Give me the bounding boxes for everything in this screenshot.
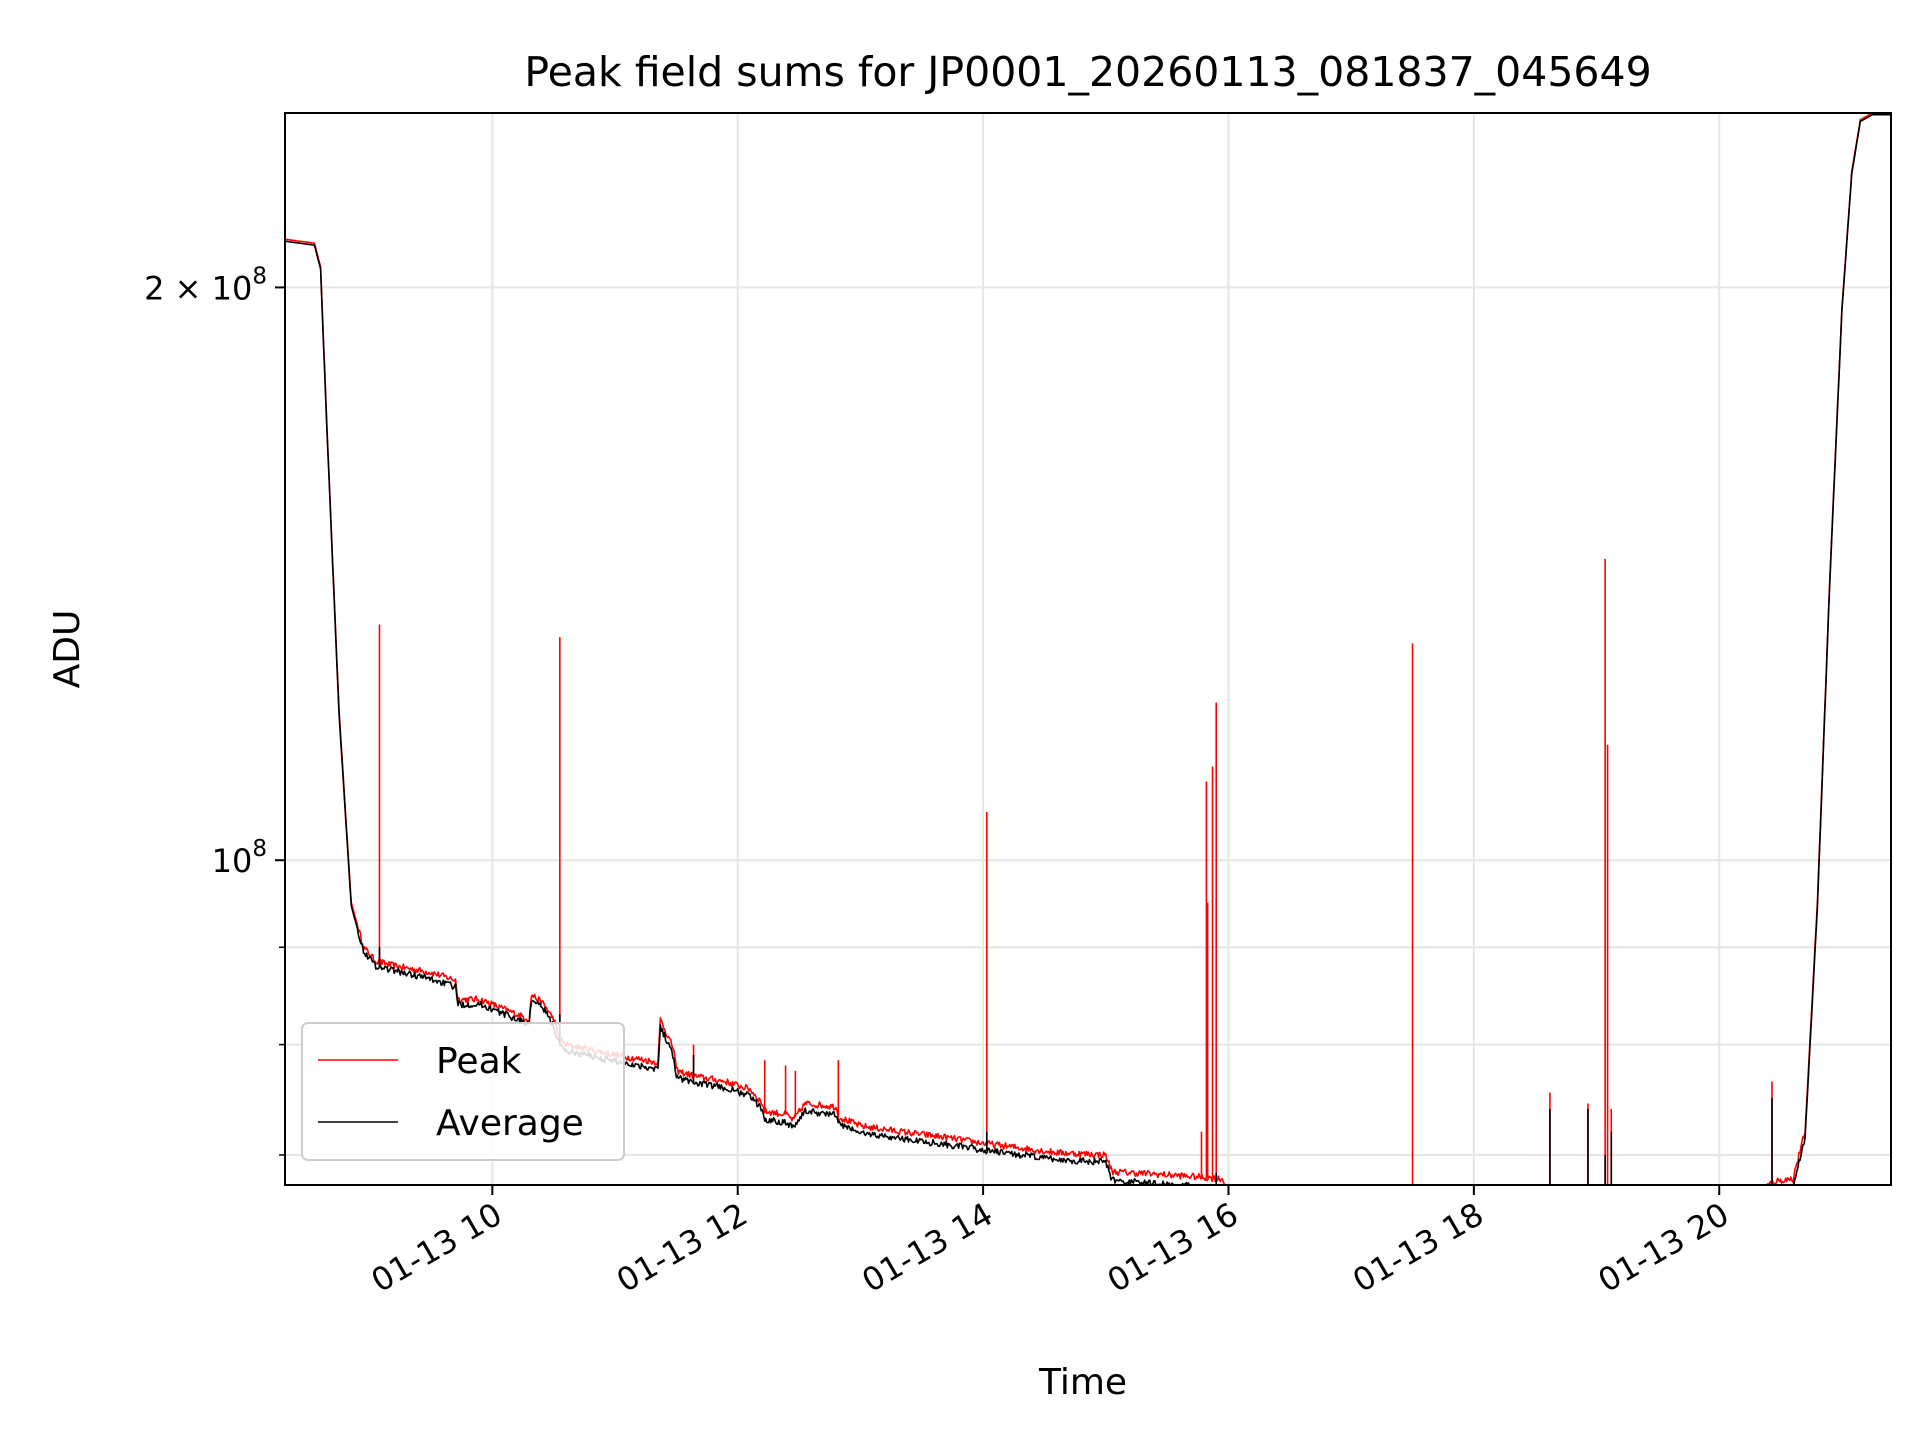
y-tick-label: 108 <box>212 836 267 880</box>
legend-peak-label: Peak <box>436 1041 522 1082</box>
legend-average-label: Average <box>436 1103 584 1144</box>
series-layer <box>285 113 1891 1185</box>
legend: Peak Average <box>301 1022 625 1161</box>
series-line-peak <box>285 113 1891 1185</box>
y-tick-label: 2 × 108 <box>144 263 267 307</box>
y-axis-label: ADU <box>47 610 88 689</box>
x-axis-label: Time <box>1038 1362 1127 1403</box>
legend-box <box>301 1022 625 1161</box>
chart-title: Peak field sums for JP0001_20260113_0818… <box>524 48 1651 96</box>
plot-frame <box>284 112 1892 1186</box>
